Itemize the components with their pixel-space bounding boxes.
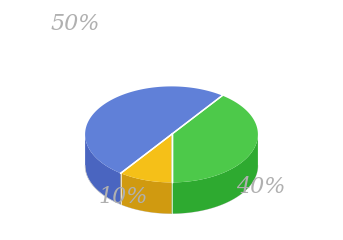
Polygon shape: [172, 134, 258, 214]
Polygon shape: [121, 173, 172, 214]
Polygon shape: [85, 134, 121, 204]
Text: 40%: 40%: [236, 176, 285, 198]
Text: 50%: 50%: [51, 13, 100, 35]
Polygon shape: [121, 134, 172, 182]
Text: 10%: 10%: [99, 186, 148, 208]
Polygon shape: [85, 86, 222, 173]
Polygon shape: [172, 96, 258, 182]
